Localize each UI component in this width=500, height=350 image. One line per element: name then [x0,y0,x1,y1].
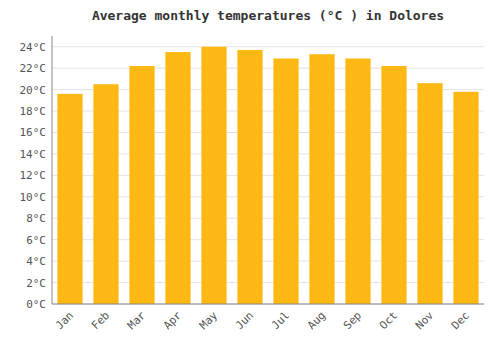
x-tick-label: Jul [269,309,292,332]
bar [165,52,190,304]
title: Average monthly temperatures (°C ) in Do… [92,8,444,23]
bars [57,47,478,304]
bar [273,59,298,304]
y-tick-label: 4°C [26,255,46,268]
y-axis-line [52,36,53,304]
page: {"chart_data": {"type": "bar", "title": … [0,0,500,350]
x-tick-label: Apr [161,309,185,333]
y-tick-label: 22°C [20,62,47,75]
bar [309,54,334,304]
x-tick-label: May [197,309,221,333]
y-tick-label: 10°C [20,191,47,204]
bar [345,59,370,304]
x-tick-label: Nov [413,309,437,333]
y-tick-label: 24°C [20,41,47,54]
y-axis: 0°C 2°C 4°C 6°C 8°C 10°C 12°C 14°C 16°C 18°C 20°C 2… [20,36,53,311]
y-tick-label: 18°C [20,105,47,118]
y-tick-label: 16°C [20,126,47,139]
x-tick-label: Feb [89,309,112,332]
bar [57,94,82,304]
x-tick-label: Oct [377,309,400,332]
chart: Average monthly temperatures (°C ) in Do… [0,0,500,350]
x-tick-label: Jan [53,309,76,332]
y-tick-label: 6°C [26,234,46,247]
grid-line [52,46,484,47]
y-tick-label: 12°C [20,169,47,182]
y-tick-label: 0°C [26,298,46,311]
bar [453,92,478,304]
x-axis: Jan Feb Mar Apr May Jun Jul Aug Sep Oct Nov Dec [52,304,484,332]
x-axis-line [52,304,484,305]
bar [417,83,442,304]
x-tick-label: Sep [341,309,364,332]
grid [52,47,484,304]
bar [201,47,226,304]
x-tick-label: Mar [125,309,149,333]
bar [381,66,406,304]
y-tick-label: 8°C [26,212,46,225]
bar [237,50,262,304]
y-tick-label: 20°C [20,84,47,97]
y-tick-label: 14°C [20,148,47,161]
grid-line [52,304,484,305]
y-tick-label: 2°C [26,277,46,290]
x-tick-label: Dec [449,309,472,332]
bar [129,66,154,304]
bar [93,84,118,304]
x-tick-label: Jun [233,309,256,332]
x-tick-label: Aug [305,309,328,332]
grid-line [52,68,484,69]
